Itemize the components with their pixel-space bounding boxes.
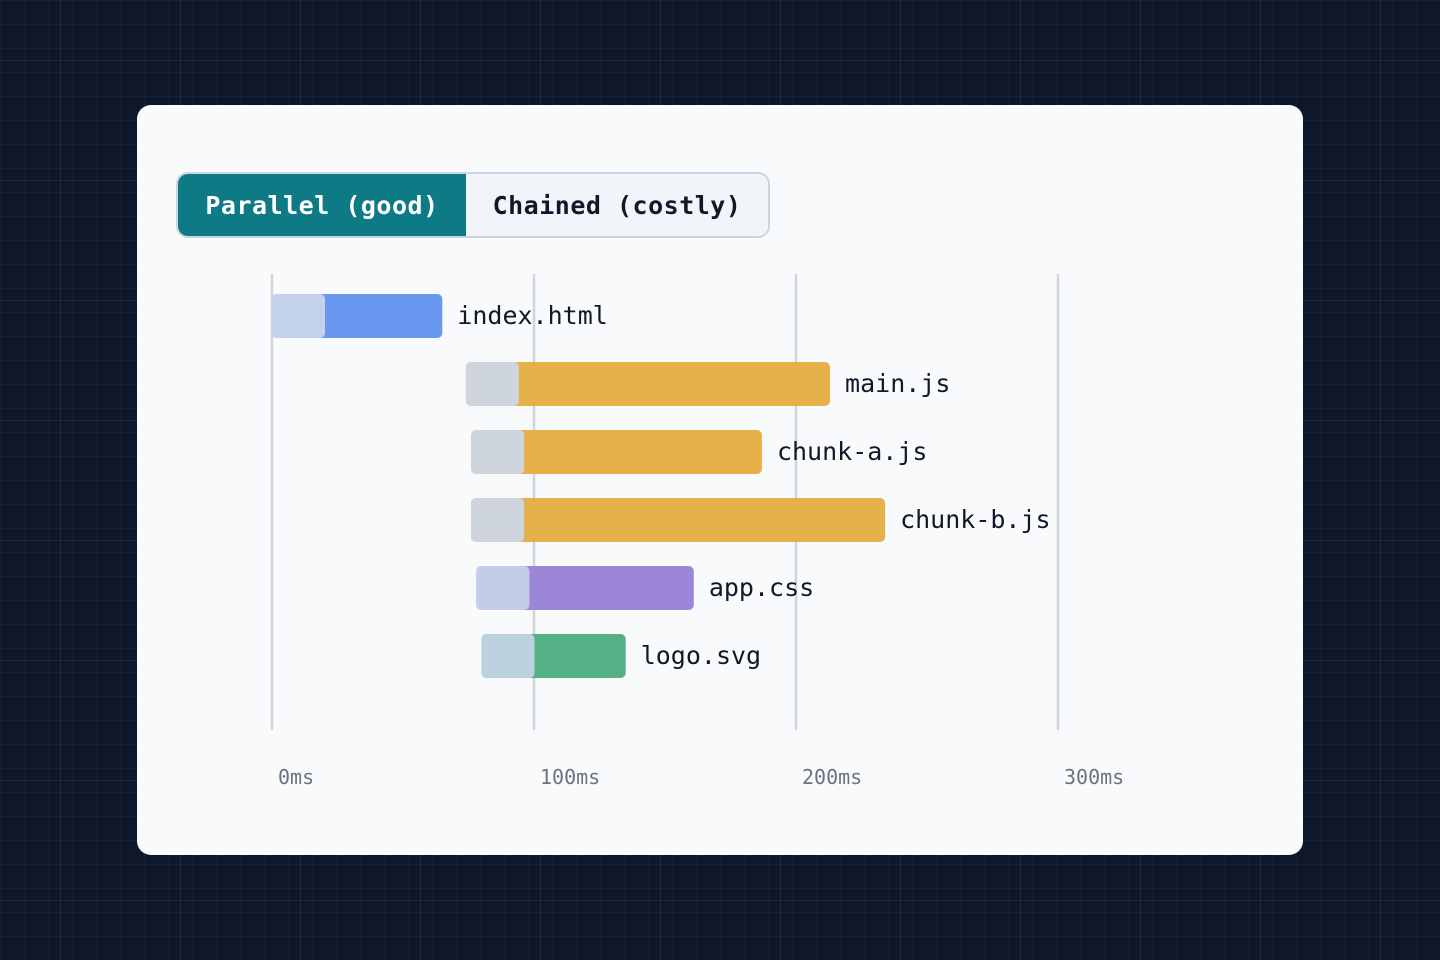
bar-label-main-js: main.js	[845, 369, 950, 398]
waterfall-chart: 0ms 100ms 200ms 300ms index.html main.js chunk…	[270, 274, 1124, 789]
bar-chunk-a-js	[471, 430, 762, 474]
x-tick-label-200: 200ms	[802, 765, 862, 789]
x-tick-label-100: 100ms	[540, 765, 600, 789]
bar-label-chunk-a-js: chunk-a.js	[777, 437, 928, 466]
view-toggle[interactable]: Parallel (good) Chained (costly)	[176, 172, 770, 238]
bar-chunk-b-js	[471, 498, 886, 542]
bar-label-index-html: index.html	[457, 301, 608, 330]
chained-toggle-button[interactable]: Chained (costly)	[466, 174, 768, 236]
bar-label-app-css: app.css	[709, 573, 814, 602]
bar-main-js	[465, 362, 831, 406]
bar-label-chunk-b-js: chunk-b.js	[900, 505, 1051, 534]
bar-wait-app-css	[476, 566, 530, 610]
bar-wait-chunk-b-js	[471, 498, 525, 542]
bar-app-css	[476, 566, 694, 610]
bar-wait-chunk-a-js	[471, 430, 525, 474]
bar-wait-main-js	[465, 362, 519, 406]
waterfall-card: Parallel (good) Chained (costly) 0ms 100m…	[137, 105, 1303, 855]
bar-wait-logo-svg	[481, 634, 535, 678]
bar-wait-index-html	[272, 294, 325, 338]
parallel-toggle-button[interactable]: Parallel (good)	[178, 174, 466, 236]
x-tick-label-300: 300ms	[1064, 765, 1124, 789]
x-tick-label-0: 0ms	[278, 765, 314, 789]
bar-label-logo-svg: logo.svg	[641, 641, 761, 670]
